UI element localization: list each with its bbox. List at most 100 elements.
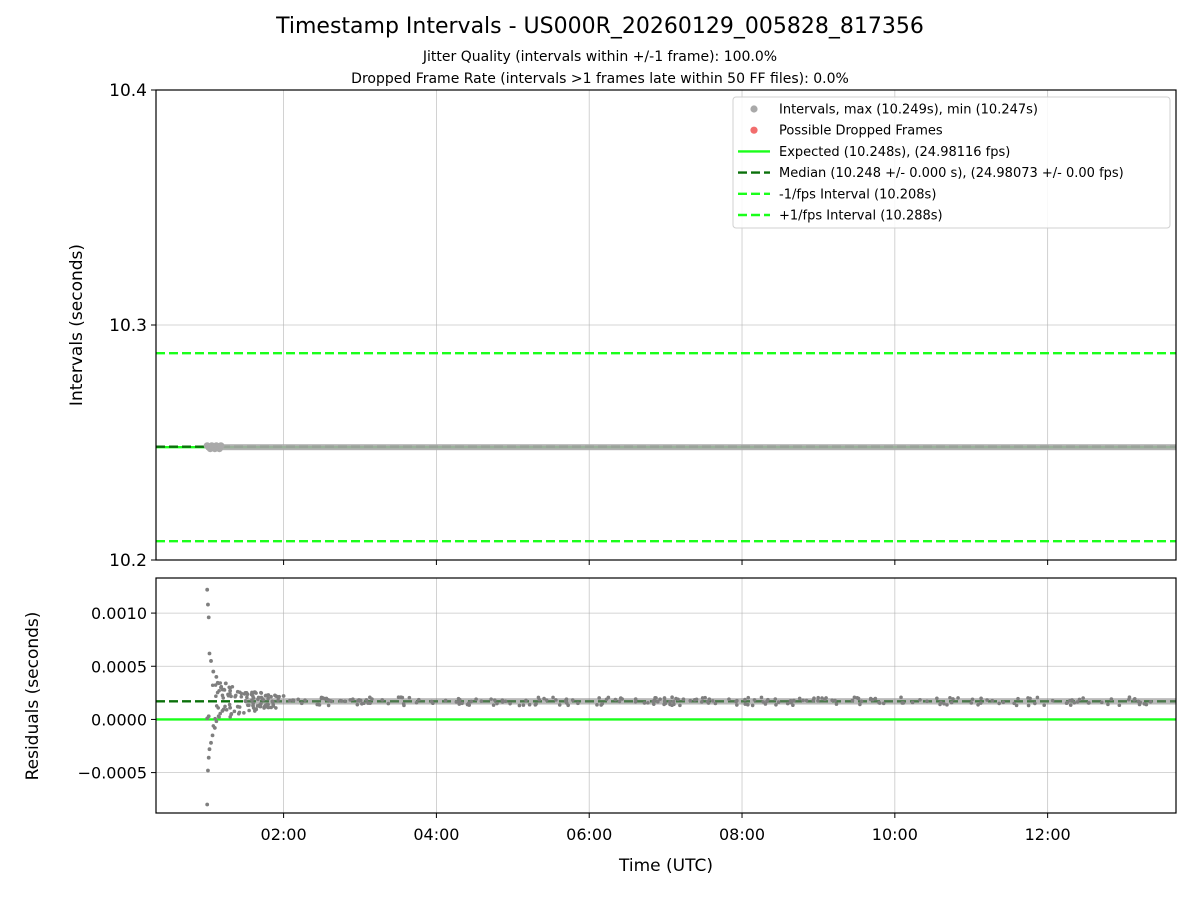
residual-point (242, 711, 246, 715)
residual-point (1026, 703, 1031, 708)
residual-point (833, 698, 837, 703)
residual-point (245, 695, 249, 700)
residual-point (881, 701, 886, 706)
residual-point (214, 674, 219, 679)
residual-point (368, 695, 372, 700)
residual-point (355, 702, 360, 707)
residual-point (443, 698, 448, 703)
residual-point (1012, 701, 1016, 706)
residual-point (460, 701, 464, 706)
residual-point (1077, 697, 1082, 702)
chart-legend: Intervals, max (10.249s), min (10.247s) P… (732, 96, 1171, 229)
residual-point (935, 696, 939, 701)
residual-point (243, 690, 248, 695)
residual-point (206, 714, 211, 719)
residual-point (746, 702, 750, 707)
residual-point (830, 698, 834, 703)
residual-point (1026, 696, 1030, 700)
residual-point (670, 695, 674, 700)
x-tick-label: 08:00 (719, 825, 765, 844)
residual-point (766, 697, 770, 702)
residual-point (259, 695, 264, 700)
residuals-y-tick-label: 0.0010 (91, 604, 147, 623)
residual-point (258, 704, 263, 709)
residual-point (256, 695, 261, 700)
residual-point (1109, 697, 1114, 701)
residual-point (456, 696, 461, 701)
residual-point (206, 755, 211, 760)
residual-point (735, 703, 739, 707)
residual-point (454, 700, 459, 704)
residual-point (710, 699, 715, 703)
residual-point (210, 683, 215, 688)
residual-point (557, 703, 562, 707)
residual-point (705, 699, 710, 704)
residual-point (752, 698, 757, 702)
intervals-series (203, 442, 1176, 453)
residual-point (642, 701, 647, 705)
residual-point (949, 700, 954, 705)
residual-point (671, 699, 676, 704)
residual-point (852, 695, 857, 700)
residual-point (910, 700, 915, 705)
residual-point (774, 702, 778, 707)
residual-point (1042, 703, 1047, 708)
residual-point (492, 698, 497, 702)
residual-point (214, 704, 219, 708)
residual-point (357, 698, 361, 702)
residual-point (251, 694, 255, 699)
residual-point (399, 695, 403, 700)
residual-point (416, 697, 421, 702)
residual-point (1100, 700, 1104, 705)
legend-box (732, 96, 1171, 229)
residual-point (773, 697, 778, 701)
residual-point (303, 698, 307, 702)
residual-point (834, 702, 839, 706)
residual-point (713, 701, 718, 706)
residual-point (951, 697, 955, 701)
residual-point (533, 703, 538, 707)
residual-point (364, 698, 369, 702)
residual-point (654, 696, 658, 700)
residual-point (662, 702, 666, 707)
residual-point (1127, 695, 1132, 700)
residual-point (938, 702, 942, 707)
residual-point (228, 686, 233, 690)
residual-point (235, 704, 240, 709)
residual-point (1068, 703, 1073, 707)
residual-point (633, 699, 638, 704)
residual-point (537, 698, 542, 702)
residual-point (239, 694, 244, 699)
residual-point (918, 698, 922, 702)
residual-point (899, 695, 903, 700)
residual-point (237, 710, 242, 715)
residual-point (291, 698, 295, 702)
residual-point (692, 697, 697, 702)
residual-point (554, 698, 558, 702)
residual-point (206, 602, 210, 607)
residual-point (212, 726, 217, 730)
residual-point (978, 701, 983, 705)
residual-point (816, 695, 820, 700)
residual-point (457, 700, 462, 705)
residual-point (1117, 703, 1122, 708)
residual-point (850, 698, 855, 703)
residual-point (273, 694, 278, 698)
residual-point (1072, 700, 1077, 705)
residual-point (570, 698, 575, 702)
legend-entry-label: Expected (10.248s), (24.98116 fps) (779, 145, 1010, 160)
residual-point (205, 587, 210, 592)
residual-point (791, 703, 795, 708)
residual-point (985, 698, 989, 702)
residual-point (524, 698, 528, 703)
x-tick-label: 12:00 (1025, 825, 1071, 844)
residual-point (668, 699, 672, 704)
residuals-y-tick-label: 0.0000 (91, 710, 147, 729)
residual-point (270, 700, 275, 704)
residual-point (564, 701, 569, 705)
residual-point (366, 701, 370, 705)
residual-point (976, 702, 980, 707)
residual-point (362, 701, 366, 706)
residual-point (1137, 702, 1142, 707)
residual-point (431, 701, 435, 706)
